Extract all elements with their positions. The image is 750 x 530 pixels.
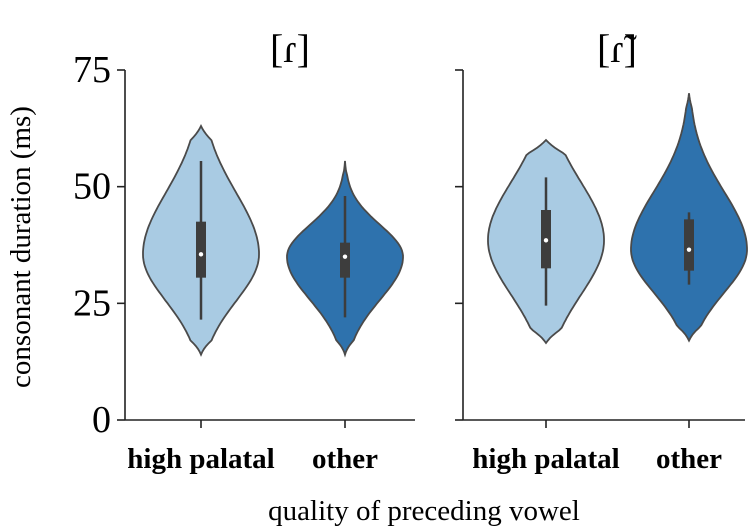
iqr-box (684, 219, 694, 271)
iqr-box (196, 221, 206, 278)
median-point (342, 254, 348, 259)
median-point (543, 238, 549, 243)
median-point (198, 252, 204, 257)
y-tick-label: 0 (92, 399, 111, 441)
panel-left: [ɾ] 0 25 50 75 high palatal other (73, 26, 415, 475)
x-tick-label: high palatal (127, 443, 274, 475)
y-axis-label: consonant duration (ms) (5, 106, 37, 388)
x-axis-label: quality of preceding vowel (268, 495, 580, 527)
iqr-box (340, 242, 350, 278)
x-tick-label: other (312, 443, 378, 475)
panel-title-left: [ɾ] (270, 26, 310, 71)
median-point (686, 247, 692, 252)
x-tick-label: other (656, 443, 722, 475)
x-tick-label: high palatal (472, 443, 619, 475)
panel-title-right: [ɾ̃] (597, 26, 638, 71)
panel-right: [ɾ̃] high palatal other (455, 26, 748, 475)
y-tick-label: 75 (73, 49, 111, 91)
y-tick-label: 25 (73, 282, 111, 324)
y-tick-label: 50 (73, 166, 111, 208)
